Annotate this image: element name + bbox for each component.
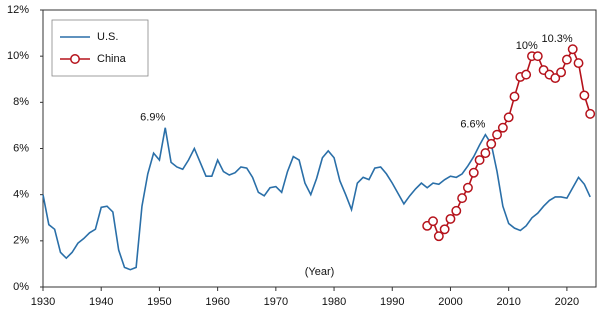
x-axis-label: (Year) <box>305 266 335 278</box>
series-marker <box>462 182 473 193</box>
legend-box <box>51 19 149 77</box>
y-tick-label: 8% <box>13 96 29 108</box>
series-marker <box>579 90 590 101</box>
series-marker <box>451 205 462 216</box>
x-tick-label: 1990 <box>380 296 404 308</box>
legend-marker <box>70 54 80 64</box>
y-tick-label: 6% <box>13 142 29 154</box>
series-marker <box>439 224 450 235</box>
x-tick-label: 1970 <box>264 296 288 308</box>
series-marker <box>550 73 561 84</box>
series-marker <box>567 44 578 55</box>
legend-label: U.S. <box>97 31 118 43</box>
series-marker <box>486 138 497 149</box>
x-tick-label: 1940 <box>89 296 113 308</box>
y-tick-label: 10% <box>7 50 29 62</box>
x-tick-label: 1950 <box>147 296 171 308</box>
y-tick-label: 12% <box>7 4 29 16</box>
series-marker <box>428 216 438 227</box>
series-marker <box>457 193 468 204</box>
series-marker <box>503 112 514 123</box>
series-marker <box>445 213 456 224</box>
series-marker <box>480 148 491 159</box>
y-tick-label: 0% <box>13 281 29 293</box>
series-marker <box>433 231 444 242</box>
x-tick-label: 2020 <box>555 296 579 308</box>
series-marker <box>492 129 502 140</box>
y-tick-label: 4% <box>13 189 29 201</box>
series-line <box>426 47 591 238</box>
annotation: 6.6% <box>460 119 485 131</box>
annotation: 10% <box>516 40 538 52</box>
legend-label: China <box>97 53 127 65</box>
series-marker <box>556 67 567 78</box>
x-tick-label: 1980 <box>322 296 346 308</box>
series-marker <box>521 69 532 80</box>
series-marker <box>573 58 584 69</box>
x-tick-label: 2000 <box>438 296 462 308</box>
annotation: 10.3% <box>542 33 573 45</box>
series-line <box>42 127 591 271</box>
series-marker <box>585 108 596 119</box>
annotation: 6.9% <box>140 112 165 124</box>
series-marker <box>509 91 520 102</box>
series-marker <box>497 122 508 133</box>
x-tick-label: 1930 <box>31 296 55 308</box>
series-marker <box>474 155 485 165</box>
y-tick-label: 2% <box>13 235 29 247</box>
x-tick-label: 1960 <box>205 296 229 308</box>
series-marker <box>532 51 543 62</box>
x-tick-label: 2010 <box>496 296 520 308</box>
series-marker <box>468 167 479 178</box>
series-marker <box>561 54 572 65</box>
